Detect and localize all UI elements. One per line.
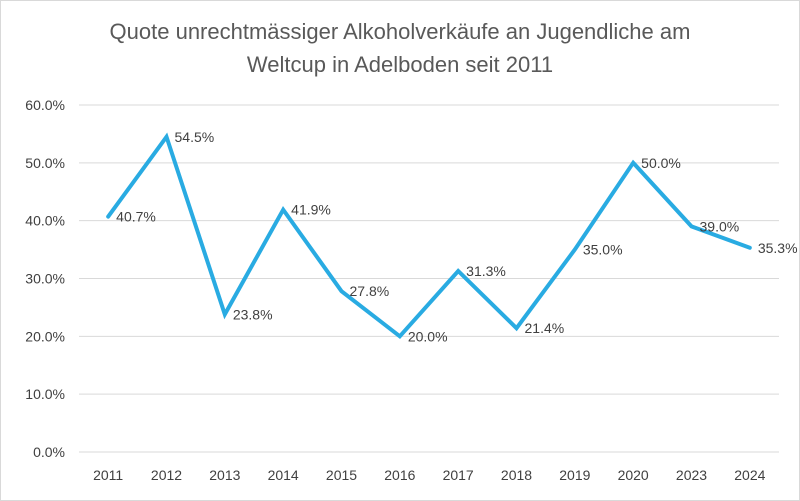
x-tick-label-2019: 2019 [559,467,590,483]
y-tick-label-4: 40.0% [25,213,65,229]
x-tick-label-2015: 2015 [326,467,357,483]
data-point-2013 [223,312,227,316]
y-tick-label-2: 20.0% [25,328,65,344]
data-label-2011: 40.7% [116,209,156,225]
data-label-2024: 35.3% [758,240,798,256]
data-label-2013: 23.8% [233,306,273,322]
x-tick-label-2018: 2018 [501,467,532,483]
x-tick-label-2011: 2011 [93,467,123,483]
data-point-2018 [515,326,519,330]
x-tick-label-2014: 2014 [268,467,299,483]
data-label-2015: 27.8% [350,283,390,299]
y-tick-label-1: 10.0% [25,386,65,402]
data-point-2015 [340,289,344,293]
data-point-2020 [631,161,635,165]
data-label-2014: 41.9% [291,202,331,218]
data-label-2019: 35.0% [583,242,623,258]
x-tick-label-2024: 2024 [734,467,765,483]
y-tick-label-0: 0.0% [33,444,65,460]
y-tick-label-3: 30.0% [25,271,65,287]
data-label-2018: 21.4% [525,320,565,336]
chart-title-line-2: Weltcup in Adelboden seit 2011 [246,52,554,77]
data-point-2023 [690,224,694,228]
series-line [106,132,752,340]
data-point-2024 [748,246,752,250]
data-label-2017: 31.3% [466,263,506,279]
data-point-2011 [106,215,110,219]
data-label-2016: 20.0% [408,328,448,344]
chart-title-line-1: Quote unrechtmässiger Alkoholverkäufe an… [109,19,691,44]
data-label-2012: 54.5% [175,129,215,145]
data-point-2017 [456,269,460,273]
x-tick-label-2013: 2013 [209,467,240,483]
x-tick-label-2023: 2023 [676,467,707,483]
data-point-2019 [573,248,577,252]
x-tick-label-2016: 2016 [384,467,415,483]
data-label-2020: 50.0% [641,155,681,171]
y-tick-label-5: 50.0% [25,155,65,171]
data-point-2014 [281,208,285,212]
x-tick-label-2020: 2020 [618,467,649,483]
x-tick-label-2012: 2012 [151,467,182,483]
y-tick-label-6: 60.0% [25,97,65,113]
x-tick-label-2017: 2017 [443,467,474,483]
data-point-2016 [398,334,402,338]
data-point-2012 [165,135,169,139]
data-label-2023: 39.0% [700,218,740,234]
chart-title: Quote unrechtmässiger Alkoholverkäufe an… [1,15,799,81]
